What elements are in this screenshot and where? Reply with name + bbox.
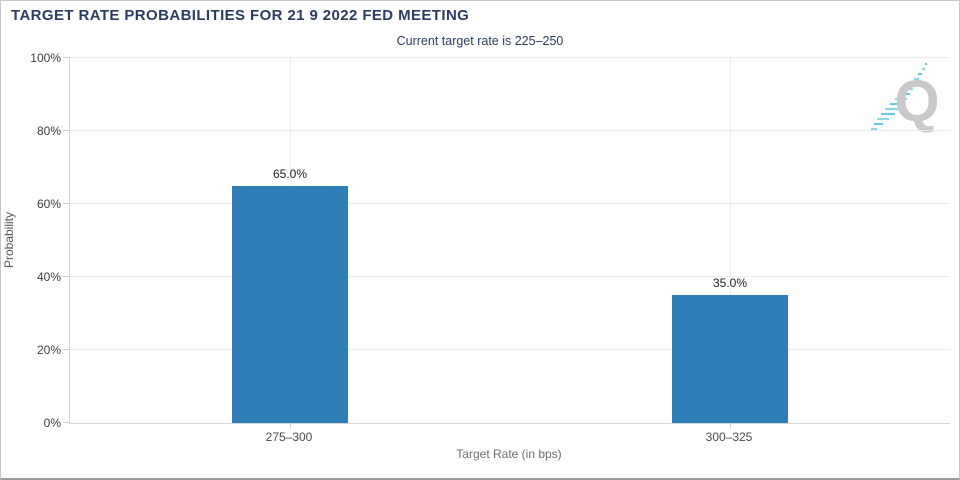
h-gridline: [70, 349, 950, 350]
y-tick-mark: [63, 349, 70, 350]
chart-subtitle: Current target rate is 225–250: [396, 34, 564, 48]
watermark-logo: Q: [861, 61, 941, 134]
x-tick-label: 275–300: [265, 430, 313, 444]
y-tick-mark: [63, 203, 70, 204]
page-title: TARGET RATE PROBABILITIES FOR 21 9 2022 …: [11, 7, 470, 24]
bar-300–325[interactable]: [672, 295, 788, 423]
logo-letter: Q: [894, 69, 939, 133]
y-tick-label: 0%: [43, 416, 61, 430]
bar-value-label: 35.0%: [712, 276, 748, 291]
y-tick-mark: [63, 130, 70, 131]
bar-value-label: 65.0%: [272, 166, 308, 181]
x-axis-title: Target Rate (in bps): [456, 447, 562, 461]
y-tick-mark: [63, 422, 70, 423]
v-gridline: [730, 58, 731, 423]
h-gridline: [70, 57, 950, 58]
y-tick-labels: 0% 20% 40% 60% 80% 100%: [1, 51, 61, 430]
q-logo-icon: Q: [871, 62, 940, 134]
y-tick-mark: [63, 276, 70, 277]
h-gridline: [70, 203, 950, 204]
bar-275–300[interactable]: [232, 185, 348, 423]
y-tick-label: 20%: [36, 343, 61, 357]
y-tick-label: 40%: [36, 270, 61, 284]
y-tick-label: 60%: [36, 197, 61, 211]
h-gridline: [70, 130, 950, 131]
x-tick-labels: 275–300 300–325: [69, 424, 949, 444]
x-tick-label: 300–325: [705, 430, 753, 444]
x-tick-mark: [290, 423, 291, 428]
y-tick-label: 80%: [36, 124, 61, 138]
y-tick-mark: [63, 57, 70, 58]
y-tick-label: 100%: [30, 51, 61, 65]
x-tick-mark: [730, 423, 731, 428]
plot-area: 65.0% 35.0%: [63, 57, 950, 428]
h-gridline: [70, 276, 950, 277]
